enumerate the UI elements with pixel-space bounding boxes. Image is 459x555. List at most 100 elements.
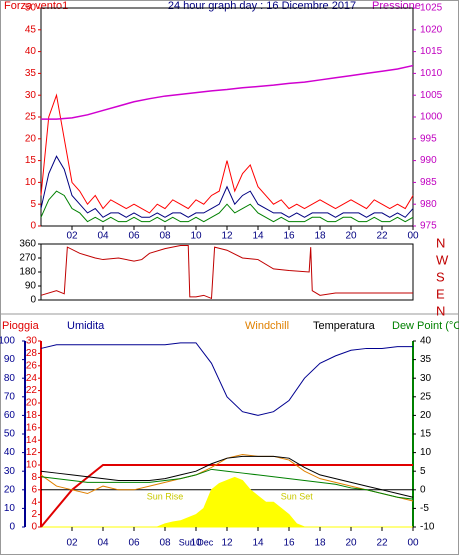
legend-label: Windchill	[245, 320, 289, 332]
y-tick-label: 5	[30, 199, 36, 210]
x-tick-label: 20	[345, 538, 357, 549]
x-tick-label: 04	[97, 538, 109, 549]
y-tick-label: 30	[25, 90, 37, 101]
x-tick-label: 10	[190, 538, 202, 549]
chart-title: 24 hour graph day : 16 Dicembre 2017	[168, 0, 356, 12]
y-tick-label: 60	[4, 410, 16, 421]
series-line	[40, 464, 413, 528]
x-tick-label: 14	[252, 538, 264, 549]
direction-label: E	[436, 286, 445, 301]
x-tick-label: 16	[283, 231, 295, 242]
x-tick-label: 08	[159, 538, 171, 549]
y-tick-label: 50	[4, 429, 16, 440]
y-tick-label: 100	[0, 336, 15, 347]
annotation: Sun Rise	[147, 491, 184, 501]
legend-label: Umidita	[67, 320, 105, 332]
y-tick-label: 28	[26, 348, 38, 359]
pressure-label: Pressione	[372, 0, 421, 12]
y-tick-label: 30	[26, 336, 38, 347]
direction-line	[40, 245, 413, 300]
y-tick-label: 360	[19, 239, 36, 250]
y-tick-label: 30	[420, 373, 432, 384]
x-tick-label: 08	[159, 231, 171, 242]
y-tick-label: 2	[31, 509, 37, 520]
y-tick-label: 995	[420, 133, 437, 144]
y-tick-label: 270	[19, 253, 36, 264]
y-tick-label: 1005	[420, 90, 443, 101]
y-tick-label: 1020	[420, 24, 443, 35]
x-tick-label: 06	[128, 538, 140, 549]
direction-label: S	[436, 269, 445, 284]
x-tick-label: 04	[97, 231, 109, 242]
y-tick-label: 25	[25, 112, 37, 123]
y-tick-label: 4	[31, 497, 37, 508]
y-tick-label: 50	[25, 3, 37, 14]
x-tick-label: 16	[283, 538, 295, 549]
series-line	[40, 190, 414, 223]
y-tick-label: 70	[4, 391, 16, 402]
y-tick-label: 20	[26, 398, 38, 409]
y-tick-label: 1000	[420, 112, 443, 123]
y-tick-label: 15	[420, 429, 432, 440]
y-tick-label: 0	[30, 295, 36, 306]
direction-label: W	[436, 252, 449, 267]
y-tick-label: -10	[420, 522, 435, 533]
direction-label: N	[436, 303, 445, 318]
y-tick-label: 8	[31, 472, 37, 483]
x-tick-label: 22	[376, 538, 388, 549]
annotation: Sun Set	[281, 491, 314, 501]
y-tick-label: 16	[26, 422, 38, 433]
y-tick-label: 990	[420, 155, 437, 166]
y-tick-label: 20	[4, 484, 16, 495]
legend-label: Pioggia	[2, 320, 40, 332]
y-tick-label: 25	[420, 391, 432, 402]
legend-label: Temperatura	[313, 320, 376, 332]
y-tick-label: 24	[26, 373, 38, 384]
annotation: Sun Dec	[179, 537, 214, 547]
y-tick-label: 0	[420, 484, 426, 495]
x-tick-label: 22	[376, 231, 388, 242]
series-line	[40, 342, 413, 416]
series-line	[40, 93, 414, 214]
x-tick-label: 14	[252, 231, 264, 242]
x-tick-label: 06	[128, 231, 140, 242]
direction-label: N	[436, 235, 445, 250]
y-tick-label: 1015	[420, 46, 443, 57]
y-tick-label: 10	[4, 503, 16, 514]
y-tick-label: 40	[420, 336, 432, 347]
x-tick-label: 02	[66, 538, 78, 549]
y-tick-label: 10	[420, 447, 432, 458]
x-tick-label: 00	[407, 231, 419, 242]
series-line	[40, 468, 414, 500]
y-tick-label: 20	[420, 410, 432, 421]
wind-label: Forza vento1	[4, 0, 68, 12]
x-tick-label: 12	[221, 231, 233, 242]
y-tick-label: 0	[30, 221, 36, 232]
y-tick-label: 22	[26, 385, 38, 396]
y-tick-label: 10	[25, 177, 37, 188]
y-tick-label: 90	[4, 354, 16, 365]
y-tick-label: -5	[420, 503, 429, 514]
y-tick-label: 12	[26, 447, 38, 458]
y-tick-label: 35	[420, 354, 432, 365]
x-tick-label: 20	[345, 231, 357, 242]
x-tick-label: 02	[66, 231, 78, 242]
y-tick-label: 18	[26, 410, 38, 421]
y-tick-label: 985	[420, 177, 437, 188]
x-tick-label: 10	[190, 231, 202, 242]
x-tick-label: 00	[407, 538, 419, 549]
series-line	[41, 64, 414, 120]
y-tick-label: 35	[25, 68, 37, 79]
series-line	[40, 455, 414, 498]
y-tick-label: 45	[25, 24, 37, 35]
y-tick-label: 40	[25, 46, 37, 57]
y-tick-label: 1025	[420, 3, 443, 14]
series-line	[40, 155, 414, 218]
y-tick-label: 1010	[420, 68, 443, 79]
y-tick-label: 20	[25, 133, 37, 144]
y-tick-label: 10	[26, 460, 38, 471]
y-tick-label: 5	[420, 466, 426, 477]
y-tick-label: 14	[26, 435, 38, 446]
y-tick-label: 980	[420, 199, 437, 210]
